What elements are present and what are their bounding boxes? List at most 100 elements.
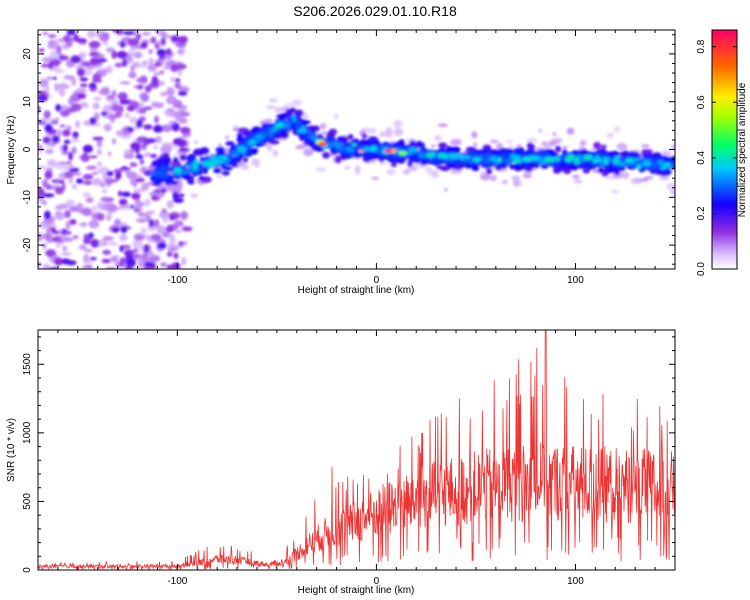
spectrogram-cell <box>154 62 163 67</box>
spectrogram-cell <box>96 212 105 221</box>
spectrogram-cell <box>172 191 179 200</box>
spectrogram-cell <box>85 165 98 170</box>
spectrogram-cell <box>124 112 131 118</box>
spectrogram-cell <box>152 102 165 109</box>
spectrogram-cell <box>157 242 167 250</box>
spectrogram-cell <box>169 215 176 221</box>
spectrogram-cell <box>473 142 478 149</box>
spectrogram-cell <box>154 115 159 124</box>
spectrogram-cell <box>51 236 61 243</box>
spectrogram-cell <box>166 107 175 114</box>
spectrogram-cell <box>497 157 502 163</box>
spectrogram-cell <box>111 104 122 112</box>
x-tick-label: 0 <box>374 576 380 587</box>
spectrogram-cell <box>178 193 185 198</box>
spectrogram-cell <box>138 84 142 90</box>
spectrogram-cell <box>174 83 182 89</box>
spectrogram-cell <box>295 145 305 150</box>
spectrogram-cell <box>151 75 158 85</box>
spectrogram-cell <box>211 155 219 162</box>
spectrogram-cell <box>385 131 393 138</box>
spectrogram-y-label: Frequency (Hz) <box>6 116 17 185</box>
spectrogram-cell <box>43 110 51 119</box>
spectrogram-cell <box>538 128 543 133</box>
spectrogram-cell <box>91 171 99 175</box>
spectrogram-cell <box>58 180 65 184</box>
spectrogram-cell <box>178 147 190 153</box>
spectrogram-cell <box>77 93 87 99</box>
spectrogram-cell <box>303 115 309 119</box>
spectrogram-cell <box>83 237 92 245</box>
y-tick-label: 500 <box>22 493 33 510</box>
spectrogram-cell <box>225 141 235 146</box>
spectrogram-cell <box>552 132 557 136</box>
spectrogram-cell <box>169 76 176 83</box>
spectrogram-cell <box>114 218 121 228</box>
spectrogram-cell <box>138 64 147 68</box>
spectrogram-cell <box>56 45 62 54</box>
spectrogram-cell <box>123 249 134 257</box>
spectrogram-cell <box>522 173 532 179</box>
spectrogram-cell <box>140 227 147 235</box>
spectrogram-cell <box>59 124 66 128</box>
y-tick-label: 20 <box>22 48 33 60</box>
spectrogram-cell <box>312 136 318 142</box>
spectrogram-cell <box>126 105 136 112</box>
spectrogram-cell <box>153 191 162 196</box>
spectrogram-cell <box>509 163 515 170</box>
spectrogram-cell <box>583 154 594 161</box>
spectrogram-cell <box>291 115 297 122</box>
spectrogram-cell <box>52 76 57 80</box>
spectrogram-cell <box>393 128 404 136</box>
spectrogram-cell <box>290 119 300 124</box>
spectrogram-cell <box>657 159 664 165</box>
spectrogram-cell <box>506 140 513 144</box>
spectrogram-cell <box>92 102 100 110</box>
spectrogram-cell <box>50 67 62 72</box>
spectrogram-cell <box>40 63 51 68</box>
spectrogram-cell <box>637 178 649 182</box>
spectrogram-cell <box>100 111 108 117</box>
spectrogram-cell <box>38 48 45 53</box>
colorbar-tick-label: 0.4 <box>696 150 707 164</box>
spectrogram-cell <box>38 121 46 125</box>
spectrogram-cell <box>144 138 157 144</box>
spectrogram-cell <box>663 162 670 166</box>
spectrogram-cell <box>213 167 222 174</box>
spectrogram-cell <box>122 58 128 68</box>
spectrogram-cell <box>516 144 522 148</box>
x-tick-label: 100 <box>567 275 584 286</box>
spectrogram-cell <box>135 218 148 223</box>
spectrogram-cell <box>294 113 301 118</box>
spectrogram-cell <box>149 153 158 159</box>
spectrogram-cell <box>132 181 138 188</box>
spectrogram-cell <box>111 50 117 60</box>
spectrogram-cell <box>50 227 56 232</box>
spectrogram-cell <box>172 137 185 146</box>
spectrogram-cell <box>603 158 609 165</box>
spectrogram-cell <box>159 70 165 75</box>
colorbar-frame <box>711 29 738 270</box>
spectrogram-cell <box>319 123 327 130</box>
spectrogram-cell <box>140 42 148 48</box>
spectrogram-cell <box>49 60 62 65</box>
spectrogram-cell <box>666 182 675 191</box>
spectrogram-cell <box>117 190 123 197</box>
spectrogram-cell <box>119 40 126 48</box>
spectrogram-cell <box>267 146 272 152</box>
colorbar-ticks: 0.0 0.2 0.4 0.6 0.8 <box>696 39 737 276</box>
spectrogram-cell <box>362 154 375 160</box>
spectrogram-cell <box>593 141 601 150</box>
spectrogram-cell <box>127 38 140 46</box>
spectrogram-cell <box>54 186 64 195</box>
spectrogram-cell <box>160 188 167 194</box>
spectrogram-cell <box>162 218 170 223</box>
spectrogram-cell <box>616 142 628 151</box>
spectrogram-cell <box>555 145 562 153</box>
spectrogram-cell <box>162 152 170 157</box>
spectrogram-cell <box>170 180 179 186</box>
spectrogram-cell <box>88 219 100 229</box>
spectrogram-cell <box>92 73 102 82</box>
spectrogram-cell <box>179 111 190 117</box>
